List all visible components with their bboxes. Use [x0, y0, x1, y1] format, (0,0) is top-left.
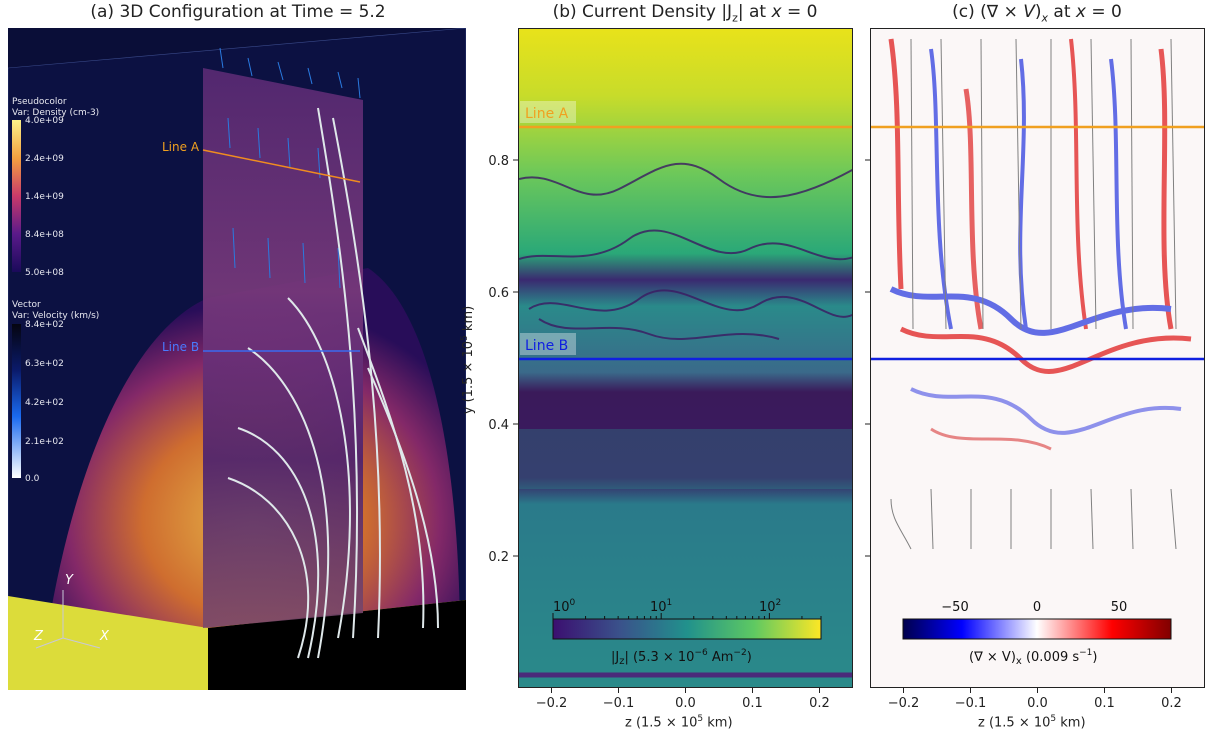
line-b-3d-label: Line B — [162, 340, 199, 354]
x-tick-label: 0.1 — [742, 696, 763, 711]
density-colorbar — [12, 120, 21, 272]
jz-filaments — [519, 162, 852, 340]
x-tick-label: −0.2 — [536, 696, 568, 711]
y-tick-label: 0.4 — [488, 418, 509, 433]
velocity-colorbar — [12, 324, 21, 478]
panel-c-title: (c) (∇ × V)x at x = 0 — [952, 2, 1122, 25]
panel-b-title-text: (b) Current Density |Jz| at x = 0 — [552, 2, 818, 25]
y-tick-label: 0.8 — [488, 154, 509, 169]
velocity-tick-2: 4.2e+02 — [25, 398, 64, 408]
velocity-legend-var: Var: Velocity (km/s) — [12, 311, 99, 321]
vort-cbar-label-0: −50 — [941, 600, 968, 615]
velocity-tick-4: 0.0 — [25, 474, 40, 484]
x-ticks-panel-c: −0.2 −0.1 0.0 0.1 0.2 — [888, 688, 1182, 711]
velocity-tick-1: 6.3e+02 — [25, 359, 64, 369]
y-tick-label: 0.2 — [488, 550, 509, 565]
x-tick-label: 0.0 — [675, 696, 696, 711]
current-density-svg: Line A Line B 100 101 102 |Jz| (5.3 × 10… — [519, 29, 852, 687]
jz-colorbar — [552, 618, 822, 640]
density-tick-1: 2.4e+09 — [25, 154, 64, 164]
vorticity-patches — [888, 38, 1192, 451]
density-tick-4: 5.0e+08 — [25, 268, 64, 278]
velocity-legend-heading: Vector — [12, 300, 41, 310]
jz-colorbar-ticks — [552, 613, 822, 619]
axis-z-label: Z — [33, 629, 44, 644]
panel-3d-render: Line A Line B Pseudocolor Var: Density (… — [8, 28, 466, 690]
y-ticks-panel-b: 0.2 0.4 0.6 0.8 — [488, 154, 518, 565]
panel-current-density: Line A Line B 100 101 102 |Jz| (5.3 × 10… — [518, 28, 853, 688]
velocity-tick-0: 8.4e+02 — [25, 320, 64, 330]
x-ticks-panel-b: −0.2 −0.1 0.0 0.1 0.2 — [536, 688, 830, 711]
magnetic-field-lines — [227, 107, 439, 659]
panel-b-title: (b) Current Density |Jz| at x = 0 — [515, 2, 855, 24]
vort-cbar-label-1: 0 — [1033, 600, 1041, 615]
line-b-label: Line B — [525, 338, 568, 354]
x-tick-label: 0.1 — [1094, 696, 1115, 711]
x-tick-label: −0.1 — [955, 696, 987, 711]
vorticity-colorbar — [902, 618, 1172, 640]
axes-triad — [35, 590, 101, 649]
x-tick-label: 0.2 — [809, 696, 830, 711]
vort-cbar-label-2: 50 — [1111, 600, 1128, 615]
line-a-3d-label: Line A — [162, 140, 200, 154]
x-tick-label: 0.2 — [1161, 696, 1182, 711]
vorticity-svg: −50 0 50 (∇ × V)x (0.009 s−1) — [871, 29, 1204, 687]
density-tick-0: 4.0e+09 — [25, 116, 64, 126]
streamlines — [890, 38, 1177, 550]
x-tick-label: −0.2 — [888, 696, 920, 711]
line-a-3d — [202, 149, 361, 183]
panel-vorticity: −50 0 50 (∇ × V)x (0.009 s−1) — [870, 28, 1205, 688]
velocity-vectors — [219, 47, 361, 289]
x-tick-label: −0.1 — [603, 696, 635, 711]
x-tick-label: 0.0 — [1027, 696, 1048, 711]
jz-cbar-title: |Jz| (5.3 × 10−6 Am−2) — [611, 648, 752, 667]
velocity-tick-3: 2.1e+02 — [25, 437, 64, 447]
axis-y-label: Y — [65, 573, 74, 588]
axis-x-label: X — [99, 629, 110, 644]
panel-a-title: (a) 3D Configuration at Time = 5.2 — [90, 2, 386, 22]
line-a-label: Line A — [525, 106, 569, 122]
y-axis-label: y (1.5 × 105 km) — [459, 305, 477, 415]
vort-cbar-title: (∇ × V)x (0.009 s−1) — [969, 648, 1098, 667]
x-axis-label-panel-b: z (1.5 × 105 km) — [625, 714, 733, 731]
density-legend-heading: Pseudocolor — [12, 97, 67, 107]
density-tick-2: 1.4e+09 — [25, 192, 64, 202]
density-legend-var: Var: Density (cm-3) — [12, 108, 99, 118]
y-tick-label: 0.6 — [488, 286, 509, 301]
x-axis-label-panel-c: z (1.5 × 105 km) — [978, 714, 1086, 731]
density-tick-3: 8.4e+08 — [25, 230, 64, 240]
render-3d-svg: Line A Line B Pseudocolor Var: Density (… — [8, 28, 466, 690]
